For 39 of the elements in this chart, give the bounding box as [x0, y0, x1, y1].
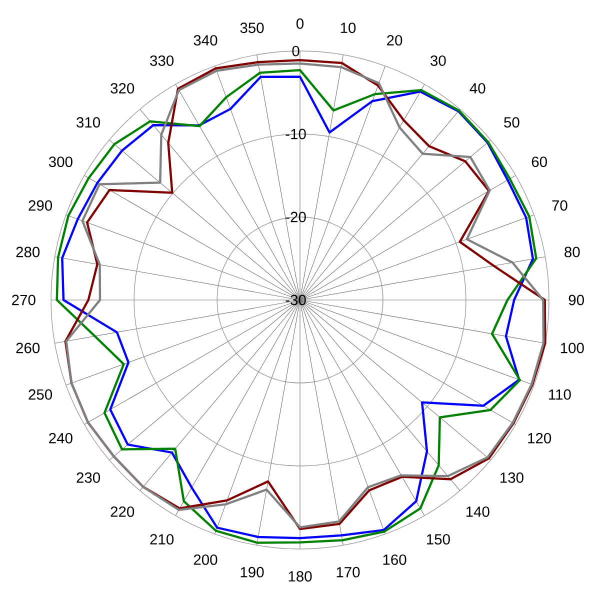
spoke-label: 190 [240, 566, 264, 578]
spoke-label: 80 [564, 246, 580, 258]
spoke-label: 160 [383, 554, 406, 565]
spoke-label: 340 [194, 35, 218, 46]
y-tick-label: -30 [286, 294, 306, 306]
y-tick-label: -20 [286, 212, 306, 222]
spoke-label: 220 [110, 506, 134, 517]
spoke-label: 300 [48, 156, 72, 168]
spoke-label: 90 [568, 294, 584, 306]
spoke-label: 130 [500, 472, 524, 483]
spoke-label: 140 [466, 506, 490, 517]
spoke-label: 210 [150, 534, 174, 545]
spoke-label: 250 [28, 389, 52, 400]
spoke-label: 260 [16, 342, 40, 354]
spoke-label: 20 [387, 35, 402, 46]
spoke-label: 180 [288, 571, 312, 582]
spoke-label: 100 [560, 342, 584, 354]
spoke-label: 240 [49, 432, 72, 444]
spoke-label: 320 [110, 83, 134, 94]
spoke-label: 270 [12, 294, 36, 306]
spoke-label: 200 [194, 554, 218, 565]
spoke-label: 280 [16, 246, 40, 258]
spoke-label: 110 [549, 389, 571, 400]
spoke-label: 310 [76, 117, 100, 128]
y-tick-label: 0 [292, 46, 300, 56]
spoke-label: 120 [528, 432, 552, 444]
y-tick-label: -10 [286, 128, 306, 140]
spoke-label: 10 [340, 22, 356, 34]
spoke-label: 350 [240, 22, 264, 34]
spoke-label: 70 [552, 200, 568, 211]
spoke-label: 330 [150, 55, 174, 66]
spoke-label: 150 [426, 534, 450, 545]
spoke-label: 60 [532, 156, 547, 168]
spoke-label: 290 [28, 200, 52, 211]
spoke-label: 30 [430, 55, 446, 66]
spoke-label: 170 [336, 566, 360, 578]
spoke-label: 40 [470, 83, 486, 94]
spoke-label: 50 [504, 117, 520, 128]
spoke-label: 230 [76, 472, 100, 483]
